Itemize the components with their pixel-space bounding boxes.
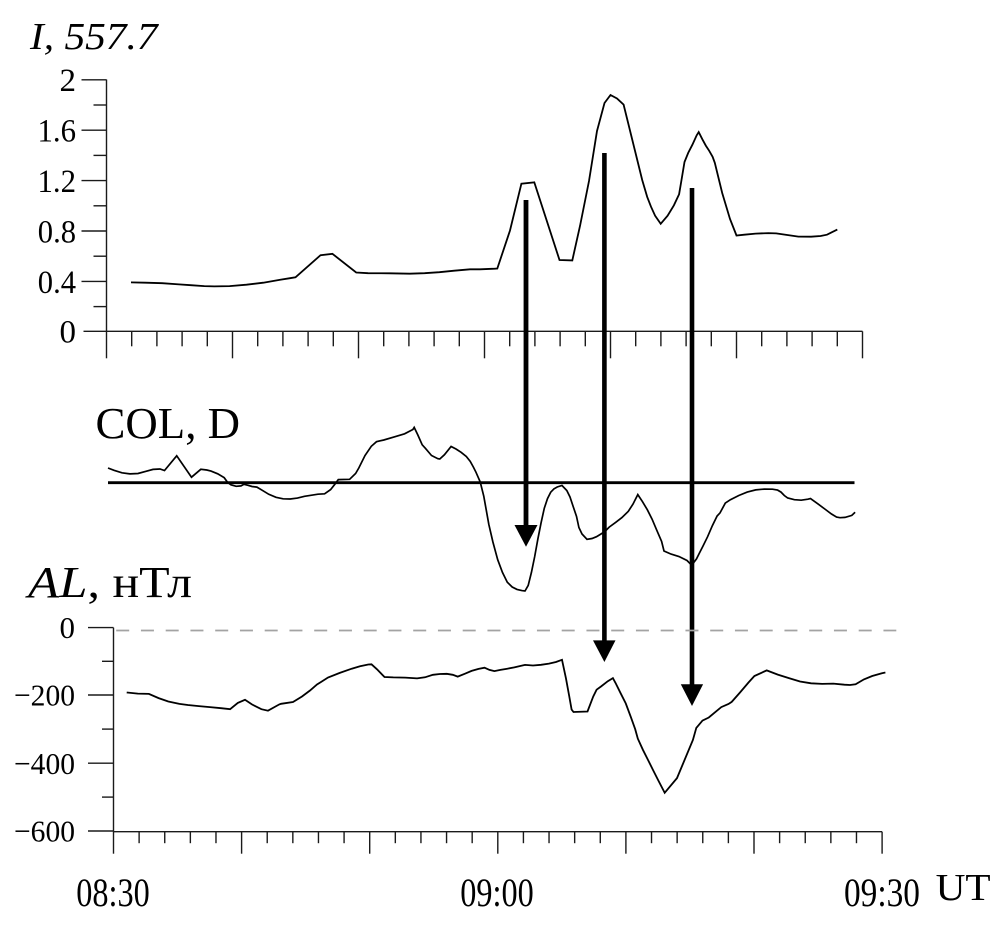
svg-text:0: 0 bbox=[60, 315, 77, 351]
svg-text:COL, D: COL, D bbox=[96, 398, 241, 448]
svg-text:1.6: 1.6 bbox=[38, 114, 77, 150]
svg-text:0.8: 0.8 bbox=[38, 214, 76, 250]
svg-text:AL: AL bbox=[25, 558, 88, 607]
svg-text:I, 557.7: I, 557.7 bbox=[29, 16, 160, 58]
svg-text:−600: −600 bbox=[14, 814, 75, 849]
svg-text:0: 0 bbox=[60, 610, 76, 645]
svg-text:09:00: 09:00 bbox=[460, 870, 534, 915]
svg-text:0.4: 0.4 bbox=[38, 265, 76, 301]
svg-text:, нТл: , нТл bbox=[88, 558, 193, 607]
svg-text:−400: −400 bbox=[14, 746, 75, 781]
svg-text:09:30: 09:30 bbox=[844, 870, 920, 915]
svg-text:−200: −200 bbox=[14, 678, 75, 713]
svg-text:2: 2 bbox=[60, 63, 77, 99]
svg-text:1.2: 1.2 bbox=[38, 164, 77, 200]
svg-text:UT: UT bbox=[936, 867, 991, 909]
svg-text:08:30: 08:30 bbox=[76, 870, 150, 915]
